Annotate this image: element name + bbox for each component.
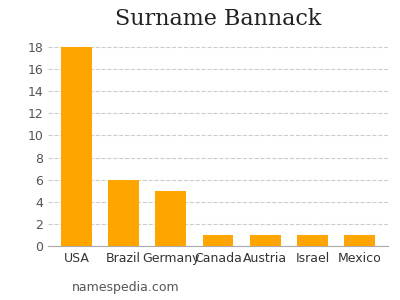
Bar <box>344 235 375 246</box>
Bar <box>61 47 92 246</box>
Bar <box>203 235 233 246</box>
Title: Surname Bannack: Surname Bannack <box>115 8 321 30</box>
Bar <box>156 191 186 246</box>
Bar <box>297 235 328 246</box>
Bar <box>108 180 139 246</box>
Bar <box>250 235 280 246</box>
Text: namespedia.com: namespedia.com <box>72 281 180 294</box>
